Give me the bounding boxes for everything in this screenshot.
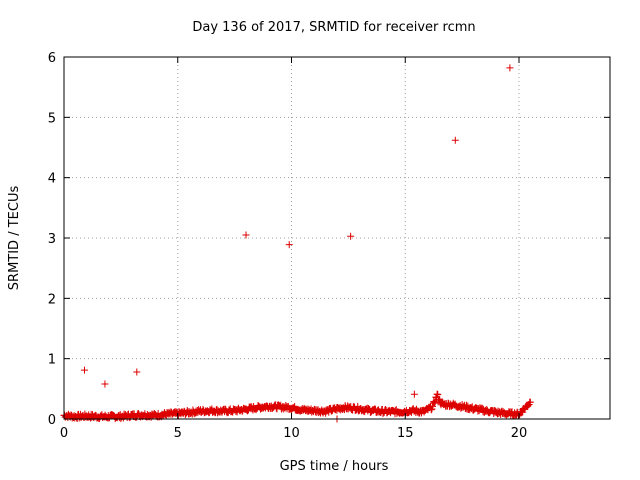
y-tick-label: 0 [48,413,56,428]
data-point [451,136,459,144]
x-tick-label: 20 [511,426,528,441]
data-point [427,406,435,414]
x-axis-label: GPS time / hours [280,459,389,474]
data-point [429,402,437,410]
y-tick-label: 5 [48,111,56,126]
grid-lines [64,57,610,419]
x-tick-label: 0 [60,426,68,441]
x-tick-label: 15 [397,426,414,441]
x-tick-label: 5 [174,426,182,441]
axis-ticks: 0 5 10 15 20 0 1 2 3 4 5 6 [48,51,610,441]
y-tick-label: 6 [48,51,56,66]
data-point [101,380,109,388]
x-tick-label: 10 [283,426,300,441]
y-tick-label: 4 [48,172,56,187]
data-point [347,232,355,240]
data-point [524,402,532,410]
y-tick-label: 2 [48,292,56,307]
y-axis-label: SRMTID / TECUs [7,186,22,291]
y-tick-label: 3 [48,232,56,247]
data-point [436,395,444,403]
data-point [133,368,141,376]
data-point [285,241,293,249]
data-point [506,64,514,72]
data-points [60,64,534,423]
data-point [242,231,250,239]
data-point [431,399,438,407]
y-tick-label: 1 [48,353,56,368]
chart-title: Day 136 of 2017, SRMTID for receiver rcm… [192,20,475,35]
data-point [434,390,442,398]
data-point [410,390,418,398]
data-point [526,398,534,406]
data-point [80,366,88,374]
